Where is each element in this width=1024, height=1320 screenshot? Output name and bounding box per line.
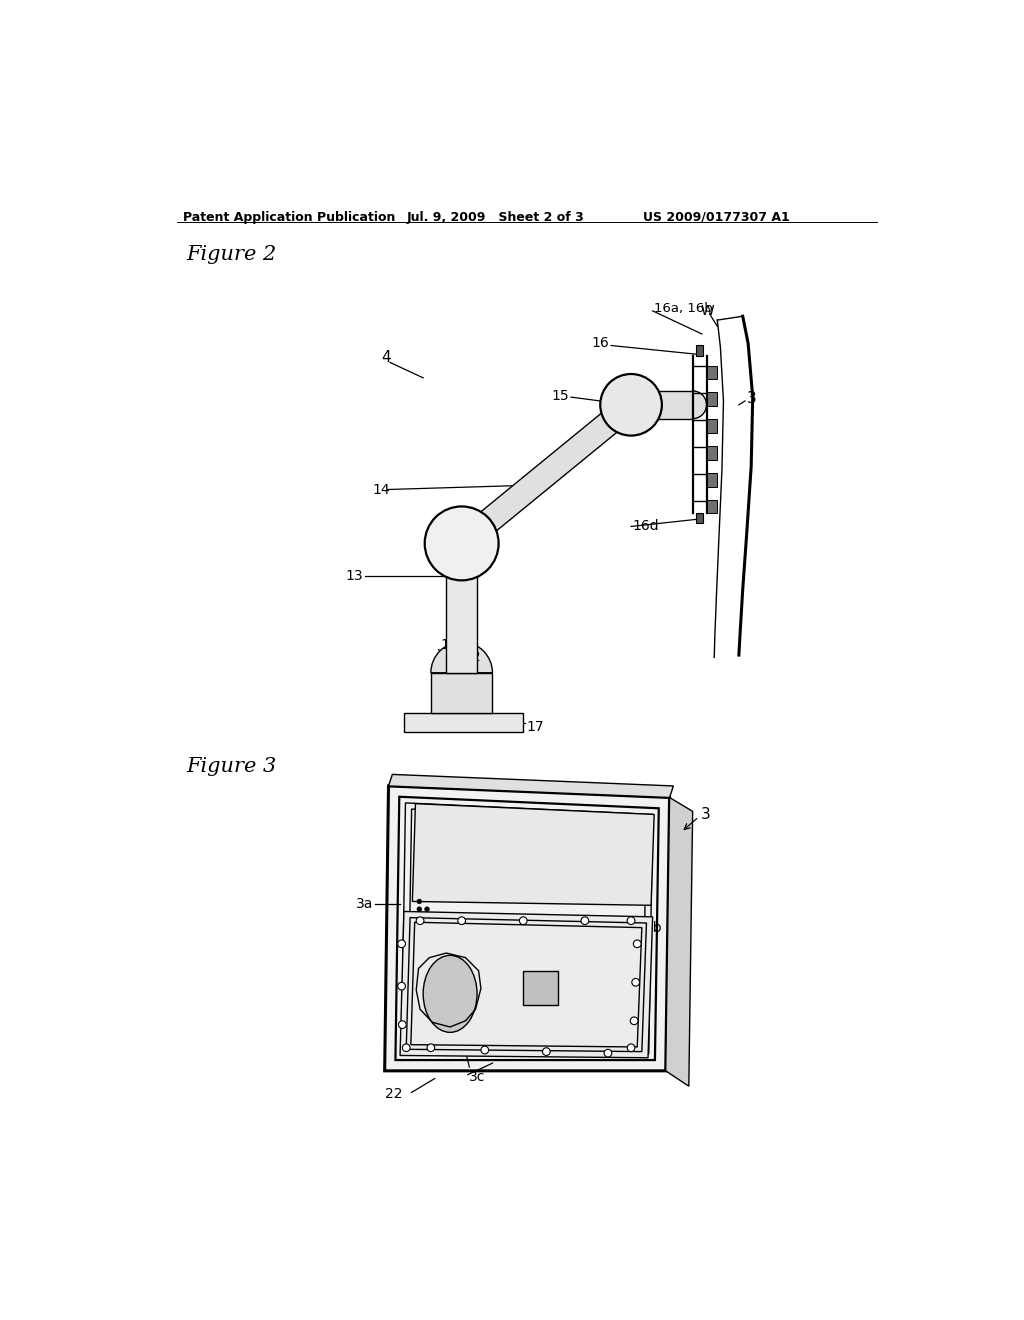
Polygon shape xyxy=(631,391,692,418)
Circle shape xyxy=(427,1044,435,1052)
Circle shape xyxy=(604,1049,611,1057)
Wedge shape xyxy=(692,391,707,418)
Circle shape xyxy=(632,978,640,986)
Polygon shape xyxy=(388,775,674,797)
Text: 13: 13 xyxy=(345,569,364,582)
Text: 15: 15 xyxy=(552,388,569,403)
Polygon shape xyxy=(707,446,717,461)
Polygon shape xyxy=(707,499,717,513)
Circle shape xyxy=(397,982,406,990)
Polygon shape xyxy=(454,395,639,553)
Text: 17: 17 xyxy=(526,719,544,734)
Text: 3: 3 xyxy=(700,807,710,822)
Text: 14: 14 xyxy=(373,483,390,496)
Polygon shape xyxy=(413,804,654,906)
Text: Figure 3: Figure 3 xyxy=(186,758,276,776)
Polygon shape xyxy=(523,970,558,1006)
Text: 12: 12 xyxy=(463,651,481,664)
Circle shape xyxy=(425,507,499,581)
Circle shape xyxy=(402,1044,410,1052)
Polygon shape xyxy=(400,911,652,1057)
Circle shape xyxy=(519,917,527,924)
Text: US 2009/0177307 A1: US 2009/0177307 A1 xyxy=(643,211,790,224)
Circle shape xyxy=(628,1044,635,1052)
Text: Figure 2: Figure 2 xyxy=(186,244,276,264)
Polygon shape xyxy=(707,474,717,487)
Text: Patent Application Publication: Patent Application Publication xyxy=(183,211,395,224)
Text: 16: 16 xyxy=(592,337,609,350)
Circle shape xyxy=(458,917,466,924)
Circle shape xyxy=(416,917,424,924)
Text: 3a: 3a xyxy=(355,896,373,911)
Circle shape xyxy=(600,374,662,436)
Text: W: W xyxy=(700,304,714,318)
Polygon shape xyxy=(385,785,670,1071)
Text: 0: 0 xyxy=(516,927,527,945)
Text: 22: 22 xyxy=(385,1086,402,1101)
Polygon shape xyxy=(707,392,717,405)
Circle shape xyxy=(634,940,641,948)
Circle shape xyxy=(397,940,406,948)
Text: Jul. 9, 2009   Sheet 2 of 3: Jul. 9, 2009 Sheet 2 of 3 xyxy=(407,211,584,224)
Text: 4: 4 xyxy=(381,350,390,364)
Text: 16a, 16b: 16a, 16b xyxy=(654,302,713,315)
Polygon shape xyxy=(695,345,703,355)
Polygon shape xyxy=(446,552,477,673)
Text: 18: 18 xyxy=(440,638,458,652)
Circle shape xyxy=(398,1020,407,1028)
Circle shape xyxy=(417,899,422,904)
Polygon shape xyxy=(695,512,703,524)
Circle shape xyxy=(417,907,422,911)
Circle shape xyxy=(631,1016,638,1024)
Circle shape xyxy=(543,1048,550,1056)
Circle shape xyxy=(581,917,589,924)
Ellipse shape xyxy=(423,956,477,1032)
Text: 3: 3 xyxy=(746,391,757,407)
Text: 3c: 3c xyxy=(469,1071,485,1084)
Polygon shape xyxy=(666,797,692,1086)
Circle shape xyxy=(425,907,429,911)
Circle shape xyxy=(628,917,635,924)
Circle shape xyxy=(481,1047,488,1053)
Polygon shape xyxy=(431,673,493,713)
Text: 3b: 3b xyxy=(645,921,663,936)
Text: 16d: 16d xyxy=(633,520,659,533)
Wedge shape xyxy=(431,642,493,673)
Polygon shape xyxy=(403,713,523,733)
Polygon shape xyxy=(707,366,717,379)
Text: 16c: 16c xyxy=(631,383,656,396)
Polygon shape xyxy=(707,420,717,433)
